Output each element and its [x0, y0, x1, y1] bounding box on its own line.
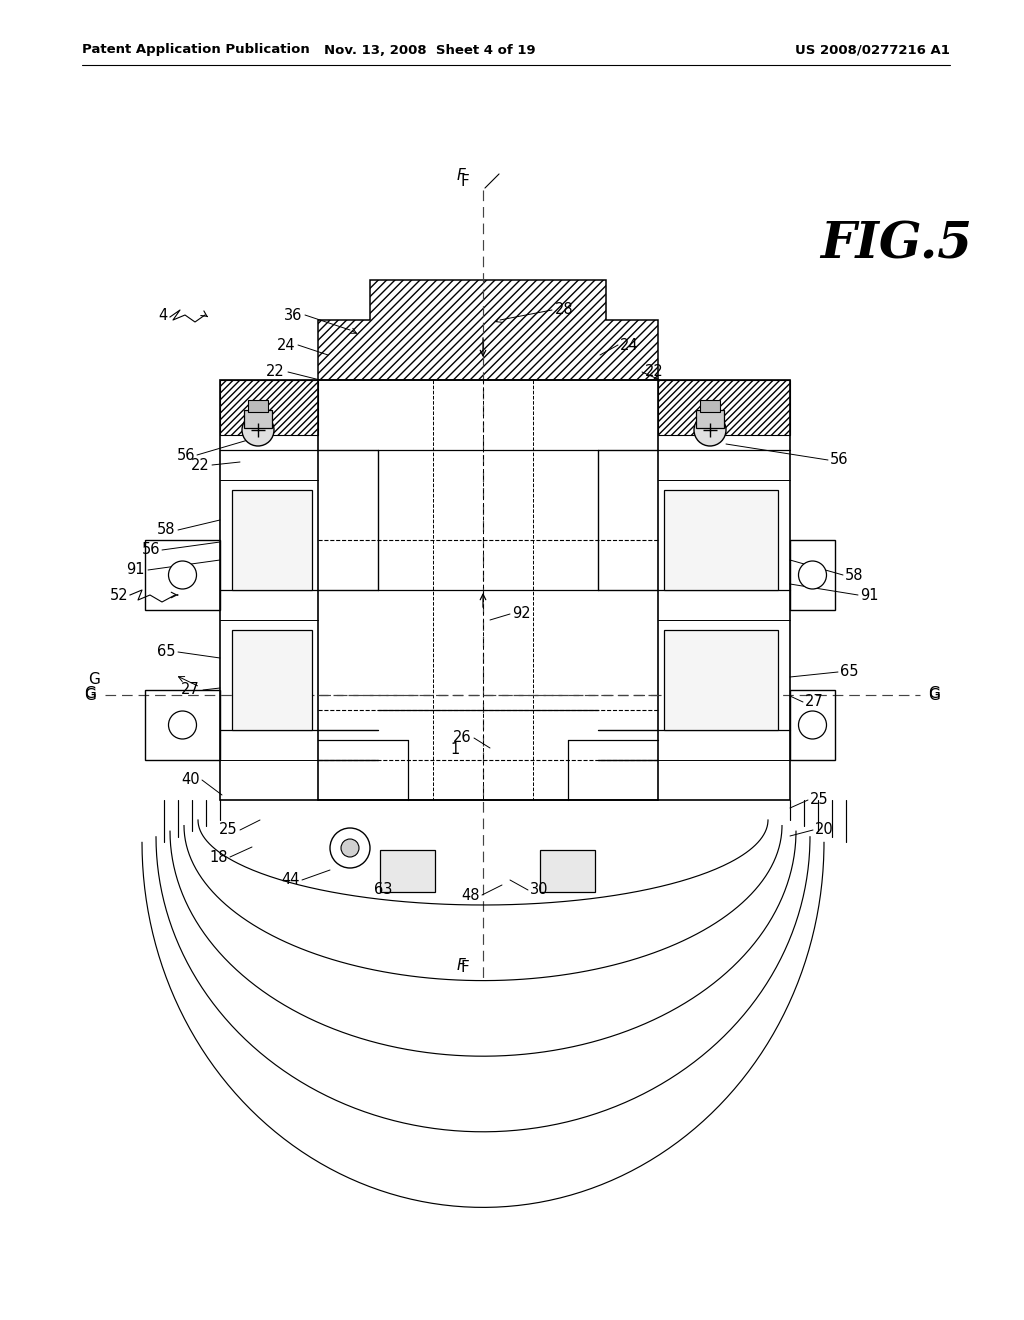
Text: 48: 48 — [462, 887, 480, 903]
Text: 65: 65 — [840, 664, 858, 680]
Bar — [380, 850, 435, 892]
Bar — [540, 850, 595, 892]
Text: 44: 44 — [282, 873, 300, 887]
Bar — [658, 380, 790, 436]
Bar — [232, 490, 312, 590]
Text: 65: 65 — [157, 644, 175, 660]
Circle shape — [799, 711, 826, 739]
Text: 27: 27 — [805, 694, 823, 710]
Text: US 2008/0277216 A1: US 2008/0277216 A1 — [795, 44, 950, 57]
Circle shape — [341, 840, 359, 857]
Bar — [700, 400, 720, 412]
Text: 25: 25 — [810, 792, 828, 808]
Text: 63: 63 — [374, 883, 392, 898]
Circle shape — [694, 414, 726, 446]
Bar — [664, 490, 778, 590]
Circle shape — [242, 414, 274, 446]
Text: 56: 56 — [141, 543, 160, 557]
Text: G: G — [88, 672, 100, 688]
Bar — [664, 630, 778, 730]
Text: F: F — [457, 168, 465, 182]
Text: 91: 91 — [127, 562, 145, 578]
Text: G: G — [928, 685, 940, 701]
Bar — [696, 411, 724, 428]
Bar — [248, 400, 268, 412]
Text: 58: 58 — [845, 568, 863, 582]
Bar — [658, 380, 790, 800]
Text: 36: 36 — [284, 308, 302, 322]
Bar — [790, 690, 835, 760]
Text: 91: 91 — [860, 587, 879, 602]
Text: 1: 1 — [451, 742, 460, 758]
Text: 56: 56 — [830, 453, 849, 467]
Text: 4: 4 — [159, 308, 168, 322]
Text: 22: 22 — [191, 458, 210, 473]
Text: 18: 18 — [210, 850, 228, 865]
Text: 28: 28 — [555, 302, 573, 318]
Text: F: F — [460, 174, 469, 190]
Text: 24: 24 — [278, 338, 296, 352]
Text: 20: 20 — [815, 822, 834, 837]
Text: G: G — [84, 688, 96, 702]
Text: Nov. 13, 2008  Sheet 4 of 19: Nov. 13, 2008 Sheet 4 of 19 — [325, 44, 536, 57]
Text: 27: 27 — [181, 682, 200, 697]
Bar — [232, 630, 312, 730]
Text: FIG.5: FIG.5 — [820, 220, 972, 269]
Text: F: F — [460, 961, 469, 975]
Circle shape — [330, 828, 370, 869]
Text: G: G — [84, 685, 96, 701]
Bar — [145, 540, 220, 610]
Bar — [220, 380, 318, 436]
Text: G: G — [928, 688, 940, 702]
Text: 56: 56 — [176, 447, 195, 462]
Text: F: F — [457, 957, 465, 973]
Text: 22: 22 — [266, 364, 285, 380]
Circle shape — [169, 561, 197, 589]
Text: 24: 24 — [620, 338, 639, 352]
Text: 30: 30 — [530, 883, 549, 898]
Bar — [790, 540, 835, 610]
Text: 25: 25 — [219, 822, 238, 837]
Circle shape — [169, 711, 197, 739]
Bar — [220, 380, 318, 800]
Bar — [244, 411, 272, 428]
Text: 52: 52 — [110, 587, 128, 602]
Bar — [145, 690, 220, 760]
Text: 40: 40 — [181, 772, 200, 788]
Text: 92: 92 — [512, 606, 530, 622]
Text: 58: 58 — [157, 523, 175, 537]
Text: 26: 26 — [454, 730, 472, 746]
Circle shape — [799, 561, 826, 589]
Text: 22: 22 — [645, 364, 664, 380]
Text: Patent Application Publication: Patent Application Publication — [82, 44, 309, 57]
